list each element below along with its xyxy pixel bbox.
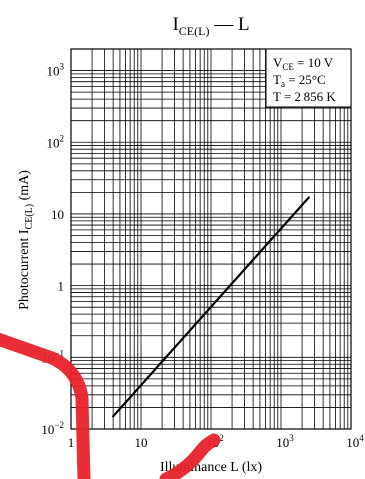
tick-label: 10 xyxy=(51,207,64,222)
condition-text: VCE = 10 V xyxy=(273,55,334,72)
condition-text: T = 2 856 K xyxy=(273,89,336,104)
conditions-box xyxy=(265,48,352,108)
chart-title: ICE(L) — L xyxy=(172,14,249,38)
tick-label: 103 xyxy=(276,433,294,450)
title-sub: CE(L) xyxy=(179,24,210,38)
ylabel-tail: (mA) xyxy=(17,170,32,204)
title-main: I xyxy=(172,14,178,35)
series-line xyxy=(112,196,310,418)
title-tail: — L xyxy=(209,14,249,35)
tick-label: 10 xyxy=(135,435,148,450)
grid xyxy=(71,49,351,429)
watermark-arc-right xyxy=(159,433,221,479)
tick-label: 102 xyxy=(47,133,65,150)
y-axis-label: Photocurrent ICE(L) (mA) xyxy=(17,170,35,310)
tick-label: 104 xyxy=(346,433,364,450)
conditions: VCE = 10 VTa = 25°CT = 2 856 K xyxy=(273,55,336,104)
ylabel-main: Photocurrent I xyxy=(17,229,32,310)
plot-frame xyxy=(70,48,352,430)
tick-label: 10−2 xyxy=(41,420,64,437)
tick-label: 1 xyxy=(58,279,65,294)
tick-label: 1 xyxy=(68,435,75,450)
ylabel-sub: CE(L) xyxy=(24,204,35,230)
condition-text: Ta = 25°C xyxy=(273,72,326,89)
tick-label: 103 xyxy=(47,62,65,79)
watermark-arc-left xyxy=(0,332,91,479)
